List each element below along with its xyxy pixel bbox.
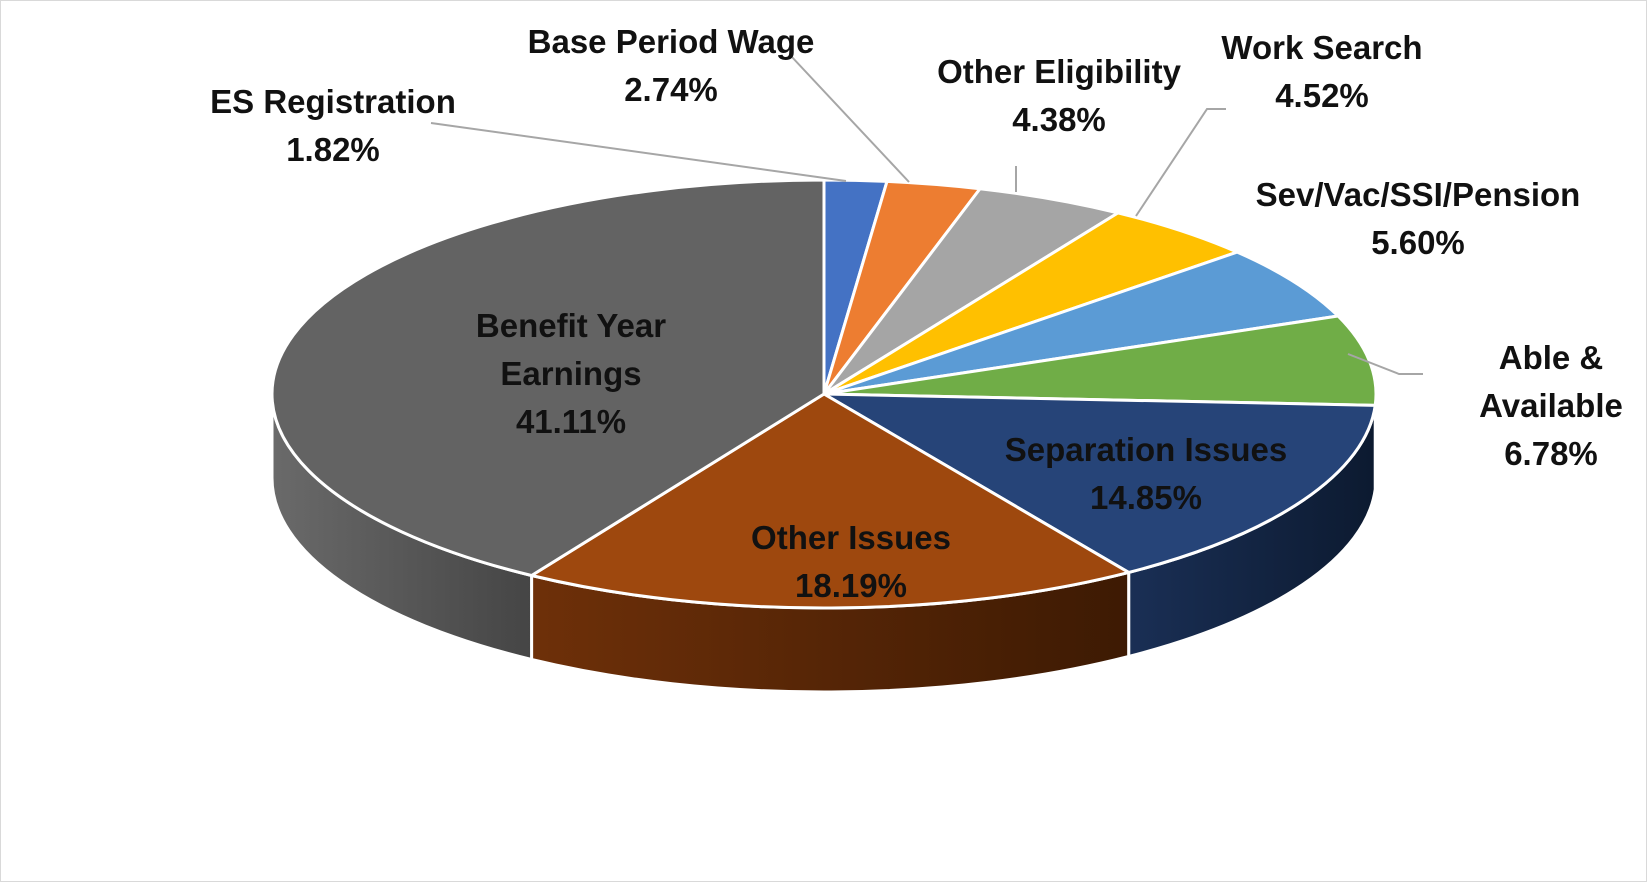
data-labels: ES Registration 1.82% Base Period Wage 2.74… [210, 23, 1623, 604]
pie-tops [270, 178, 1378, 610]
label-work-search-line-1: Work Search [1221, 29, 1422, 66]
pie-slice-benefit-year-earnings[interactable] [270, 178, 826, 578]
label-work-search-line-2: 4.52% [1275, 77, 1369, 114]
label-es-registration-line-1: ES Registration [210, 83, 456, 120]
label-other-eligibility-line-1: Other Eligibility [937, 53, 1182, 90]
label-other-issues-line-2: 18.19% [795, 567, 907, 604]
label-able-available-line-1: Able & [1499, 339, 1604, 376]
label-base-period-wage-line-2: 2.74% [624, 71, 718, 108]
label-able-available-leader-line [1347, 353, 1423, 375]
label-base-period-wage-line-1: Base Period Wage [528, 23, 815, 60]
label-sev-vac-ssi-pension-line-2: 5.60% [1371, 224, 1465, 261]
label-work-search-leader-line [1135, 108, 1226, 217]
label-benefit-year-earnings-line-2: Earnings [500, 355, 641, 392]
pie-slice-other-issues[interactable] [530, 392, 1131, 610]
label-other-issues-line-1: Other Issues [751, 519, 951, 556]
pie-slice-sev-vac-ssi-pension[interactable] [822, 250, 1340, 396]
label-separation-issues-line-1: Separation Issues [1005, 431, 1287, 468]
label-separation-issues-line-2: 14.85% [1090, 479, 1202, 516]
label-benefit-year-earnings-line-1: Benefit Year [476, 307, 666, 344]
label-other-eligibility-line-2: 4.38% [1012, 101, 1106, 138]
label-sev-vac-ssi-pension-line-1: Sev/Vac/SSI/Pension [1256, 176, 1581, 213]
label-es-registration-line-2: 1.82% [286, 131, 380, 168]
pie-slice-separation-issues[interactable] [822, 392, 1377, 574]
label-base-period-wage-leader-line [790, 55, 910, 183]
label-benefit-year-earnings-line-3: 41.11% [516, 403, 626, 440]
label-es-registration-leader-line [430, 122, 847, 182]
leader-lines [430, 55, 1423, 375]
label-able-available-line-3: 6.78% [1504, 435, 1598, 472]
pie-slice-able-available[interactable] [822, 314, 1378, 407]
label-able-available-line-2: Available [1479, 387, 1623, 424]
